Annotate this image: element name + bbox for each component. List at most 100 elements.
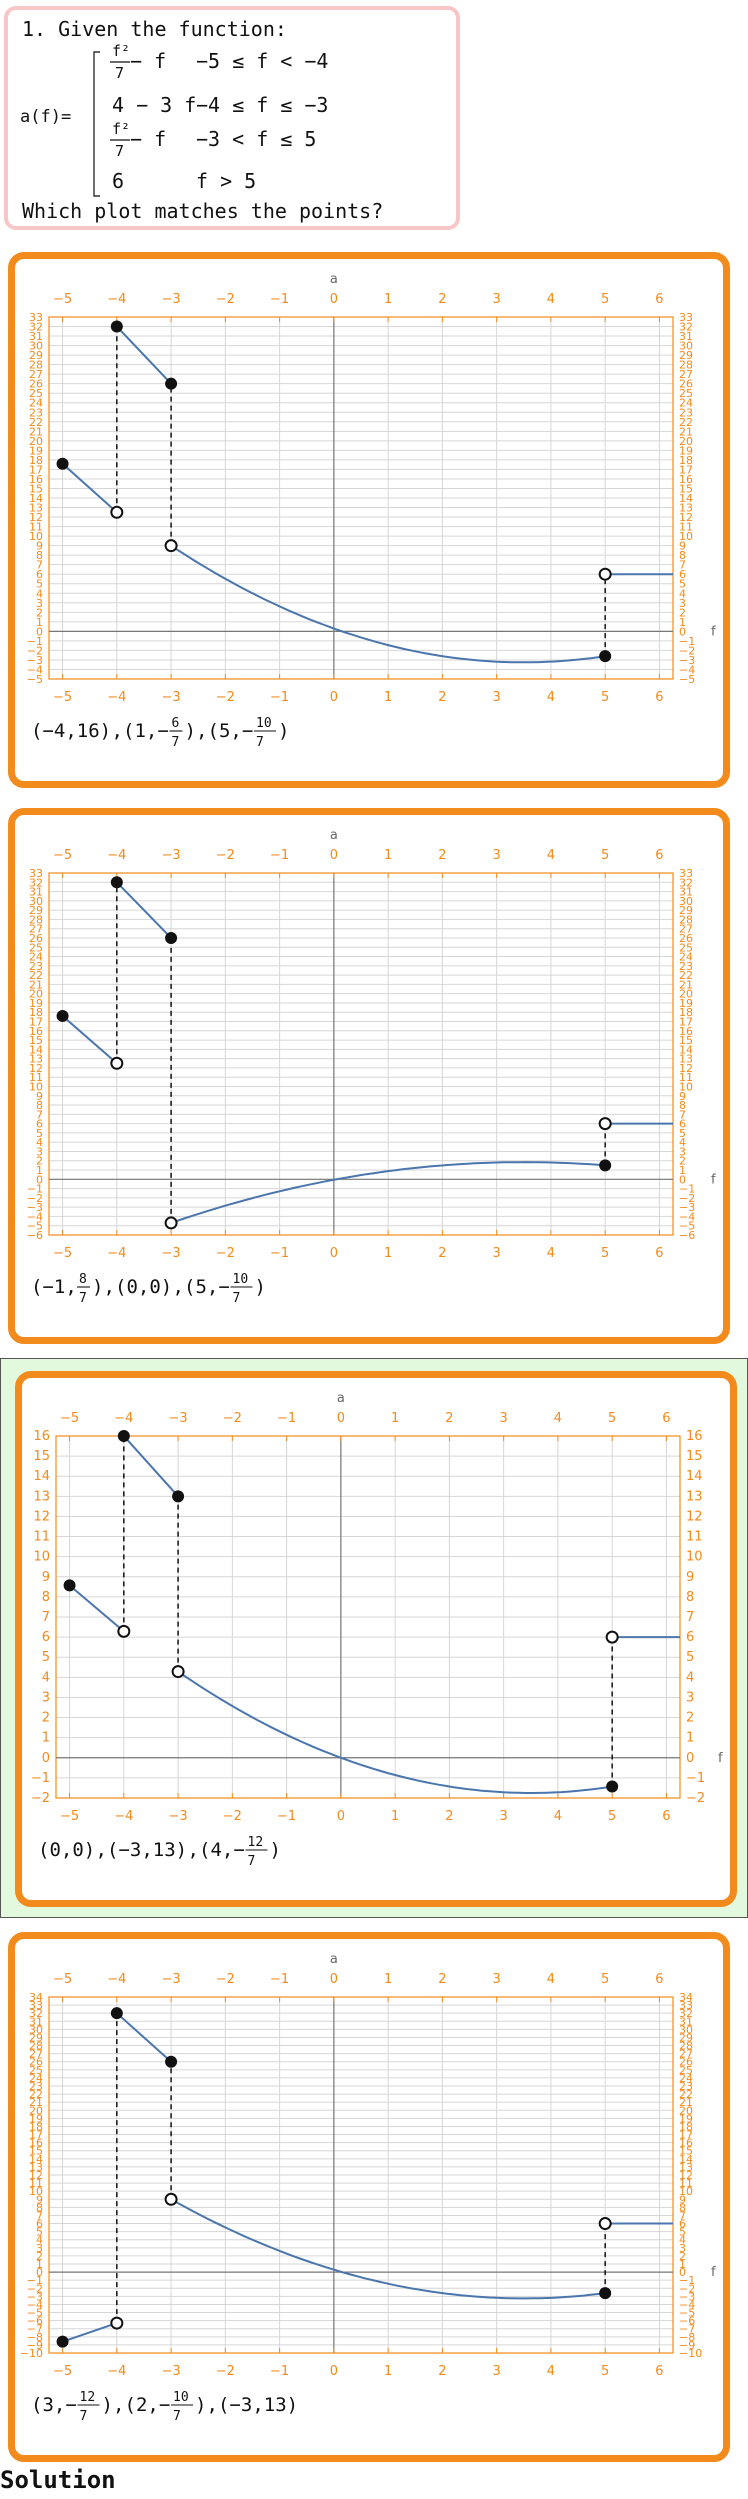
x-tick-label-bottom: 6 <box>655 2364 663 2379</box>
y-tick-label-left: 6 <box>36 2218 43 2231</box>
x-tick-label-top: −1 <box>270 292 289 307</box>
option-card-3[interactable]: a f −5 −5 −4 −4 −3 −3 −2 −2 −1 −1 0 0 1 1 2 2 3 3 4 4 5 5 6 6 −2 −2… <box>15 1371 737 1907</box>
y-tick-label-left: 25 <box>29 387 43 400</box>
x-tick-label-bottom: 0 <box>330 1246 338 1261</box>
y-tick-label-right: −4 <box>679 2298 695 2311</box>
y-tick-label-left: 5 <box>36 2226 43 2239</box>
points-text: (5, <box>184 1276 218 1298</box>
x-tick-label-top: 0 <box>330 1972 338 1987</box>
x-tick-label-bottom: 3 <box>493 2364 501 2379</box>
x-tick-label-bottom: −5 <box>60 1809 79 1824</box>
y-tick-label-left: 27 <box>29 923 43 936</box>
x-tick-label-bottom: 5 <box>601 2364 609 2379</box>
y-tick-label-left: 17 <box>29 1016 43 1029</box>
open-point <box>598 567 612 581</box>
y-tick-label-left: 4 <box>42 1670 50 1685</box>
points-text: , <box>207 2394 218 2416</box>
filled-point <box>56 457 69 470</box>
open-point <box>598 1117 612 1131</box>
piece-condition: −4 ≤ f ≤ −3 <box>196 93 328 117</box>
y-tick-label-left: 28 <box>29 359 43 372</box>
y-tick-label-left: −9 <box>27 2339 43 2352</box>
filled-point <box>599 2287 612 2300</box>
y-tick-label-right: −7 <box>679 2323 695 2336</box>
y-tick-label-left: −1 <box>27 2274 43 2287</box>
x-tick-label-top: 5 <box>608 1411 616 1426</box>
y-tick-label-left: 29 <box>29 349 43 362</box>
y-tick-label-right: −4 <box>679 663 695 676</box>
y-tick-label-left: 12 <box>29 511 43 524</box>
x-tick-label-bottom: 4 <box>547 690 555 705</box>
points-text: , <box>96 1839 107 1861</box>
piece-condition: f > 5 <box>196 169 256 193</box>
fraction-numerator: 10 <box>173 2390 189 2405</box>
option-card-1[interactable]: a f −5 −5 −4 −4 −3 −3 −2 −2 −1 −1 0 0 1 1 2 2 3 3 4 4 5 5 6 6 −5 −5… <box>8 252 730 788</box>
y-tick-label-right: 27 <box>679 368 693 381</box>
points-text: (0,0) <box>115 1276 172 1298</box>
plot-frame <box>48 316 674 680</box>
x-tick-label-top: −3 <box>169 1411 188 1426</box>
x-tick-label-top: −4 <box>107 292 126 307</box>
y-tick-label-right: 12 <box>679 2169 693 2182</box>
piecewise-bracket <box>93 51 100 197</box>
y-tick-label-left: 8 <box>42 1590 50 1605</box>
x-tick-label-bottom: −1 <box>270 1246 289 1261</box>
y-tick-label-left: −1 <box>31 1771 50 1786</box>
filled-point <box>165 931 178 944</box>
y-tick-label-right: 9 <box>679 1090 686 1103</box>
option-card-4[interactable]: a f −5 −5 −4 −4 −3 −3 −2 −2 −1 −1 0 0 1 1 2 2 3 3 4 4 5 5 6 6 −10−… <box>8 1932 730 2462</box>
y-tick-label-left: −3 <box>27 654 43 667</box>
x-tick-label-top: −4 <box>107 848 126 863</box>
y-tick-label-right: 1 <box>679 1164 686 1177</box>
fraction-denominator: 7 <box>80 2409 88 2424</box>
y-tick-label-right: 15 <box>679 482 693 495</box>
filled-point <box>599 1159 612 1172</box>
points-text: (0,0) <box>38 1839 95 1861</box>
x-tick-label-top: −1 <box>270 1972 289 1987</box>
y-tick-label-left: 17 <box>29 463 43 476</box>
y-tick-label-right: 22 <box>679 416 693 429</box>
y-tick-label-right: 15 <box>679 2145 693 2158</box>
y-tick-label-left: 9 <box>36 540 43 553</box>
y-tick-label-right: 30 <box>679 895 693 908</box>
y-tick-label-left: 33 <box>29 311 43 324</box>
y-tick-label-left: 3 <box>36 2242 43 2255</box>
x-tick-label-top: 1 <box>391 1411 399 1426</box>
x-tick-label-bottom: −5 <box>53 2364 72 2379</box>
y-tick-label-right: −2 <box>686 1791 705 1806</box>
x-tick-label-top: 0 <box>330 292 338 307</box>
y-tick-label-left: 18 <box>29 1006 43 1019</box>
fraction-denominator: 7 <box>248 1854 256 1869</box>
frac-numerator: f² <box>112 42 130 60</box>
fraction-numerator: 12 <box>80 2390 96 2405</box>
y-tick-label-right: 28 <box>679 359 693 372</box>
y-tick-label-right: 17 <box>679 463 693 476</box>
y-tick-label-left: 30 <box>29 2023 43 2036</box>
open-point <box>605 1630 619 1644</box>
y-tick-label-right: 16 <box>686 1429 703 1444</box>
y-tick-label-left: 14 <box>29 2153 43 2166</box>
fraction-numerator: 10 <box>256 716 272 731</box>
y-axis-title: f <box>711 2265 716 2280</box>
option-card-2[interactable]: a f −5 −5 −4 −4 −3 −3 −2 −2 −1 −1 0 0 1 1 2 2 3 3 4 4 5 5 6 6 −6 −6… <box>8 808 730 1344</box>
y-tick-label-left: 33 <box>29 867 43 880</box>
y-tick-label-left: −2 <box>31 1791 50 1806</box>
curve-segment <box>177 1670 613 1794</box>
x-tick-label-bottom: 2 <box>438 690 446 705</box>
y-tick-label-left: −1 <box>27 635 43 648</box>
line-segment <box>116 881 172 939</box>
y-tick-label-left: 18 <box>29 454 43 467</box>
y-tick-label-right: 19 <box>679 444 693 457</box>
points-text: (3, <box>31 2394 65 2416</box>
curve-segment <box>170 2198 606 2300</box>
y-tick-label-right: 1 <box>679 616 686 629</box>
x-axis-title: a <box>330 272 338 287</box>
fraction-sign: − <box>158 720 169 742</box>
plot-frame <box>55 1435 681 1799</box>
y-tick-label-left: 13 <box>29 2161 43 2174</box>
y-tick-label-right: −5 <box>679 1220 695 1233</box>
y-tick-label-right: 11 <box>679 521 693 534</box>
piece-condition: −5 ≤ f < −4 <box>196 49 328 73</box>
x-tick-label-top: 5 <box>601 1972 609 1987</box>
